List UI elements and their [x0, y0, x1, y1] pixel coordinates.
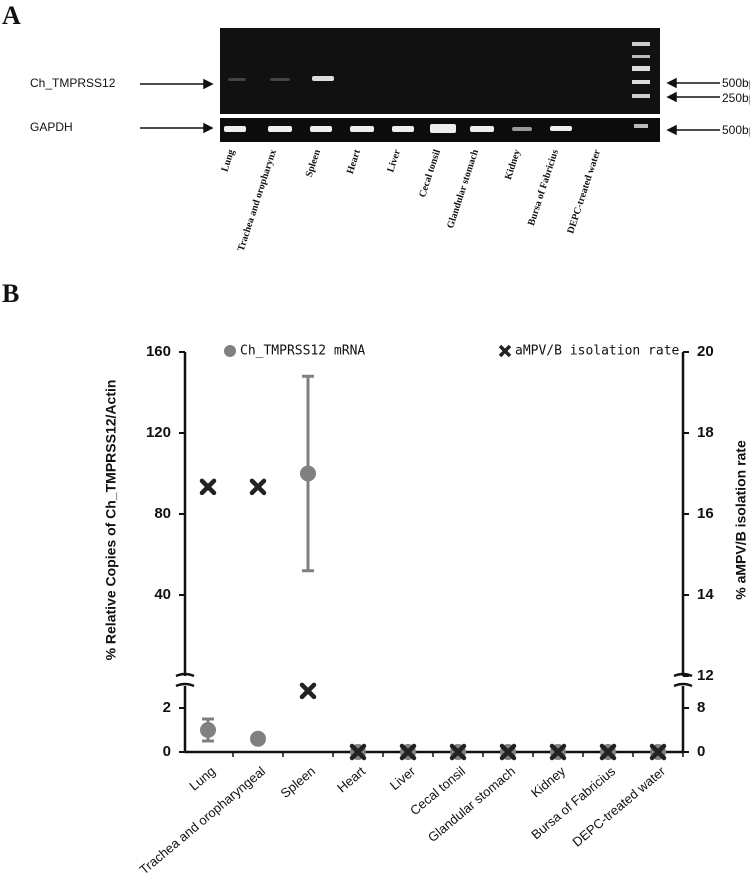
y2-tick-label: 20: [697, 343, 714, 360]
control-label: GAPDH: [30, 120, 73, 134]
x-marker: [499, 743, 517, 761]
y2-tick-label: 8: [697, 699, 705, 716]
lane-label: Glandular stomach: [445, 148, 481, 230]
x-marker: [399, 743, 417, 761]
control-bands: [224, 124, 648, 133]
arrows: [140, 77, 720, 136]
y2-tick-label: 12: [697, 667, 714, 684]
size-label: 500bp: [722, 76, 750, 90]
x-marker: [299, 682, 317, 700]
ladder: [632, 94, 650, 98]
legend-label: Ch_TMPRSS12 mRNA: [240, 344, 365, 359]
y-tick-label: 80: [154, 505, 171, 522]
y-tick-label: 120: [146, 424, 171, 441]
gene-label: Ch_TMPRSS12: [30, 76, 116, 90]
size-label: 500bp: [722, 123, 750, 137]
lane-label: Heart: [345, 148, 363, 176]
y-tick-label: 40: [154, 586, 171, 603]
x-tick-label: Kidney: [528, 763, 568, 800]
x-marker: [349, 743, 367, 761]
x-marker: [199, 478, 217, 496]
band: [312, 76, 334, 81]
x-tick-label: DEPC-treated water: [569, 763, 668, 850]
ladder: [632, 42, 650, 46]
x-tick-label: Spleen: [277, 763, 318, 801]
x-tick-label: Heart: [334, 763, 368, 795]
x-tick-label: Glandular stomach: [425, 763, 518, 845]
dot: [300, 465, 316, 482]
lane-label: Kidney: [503, 148, 523, 181]
dot: [200, 722, 216, 738]
size-label: 250bp: [722, 91, 750, 105]
lane-label: Lung: [220, 148, 238, 173]
band: [270, 78, 290, 81]
x-marker: [599, 743, 617, 761]
ladder: [632, 66, 650, 71]
gel-top: [220, 28, 660, 114]
x-tick-label: Bursa of Fabricius: [528, 763, 618, 842]
ladder: [632, 80, 650, 84]
axis-breaks: [175, 672, 693, 688]
legend-marker: [224, 345, 236, 357]
y-tick-label: 0: [163, 743, 171, 760]
x-marker: [649, 743, 667, 761]
y2-tick-label: 14: [697, 586, 714, 603]
band: [228, 78, 246, 81]
y-tick-label: 2: [163, 699, 171, 716]
lane-label: Cecal tonsil: [417, 148, 443, 199]
ladder: [632, 55, 650, 58]
gel: [220, 28, 660, 142]
y2-tick-label: 18: [697, 424, 714, 441]
x-marker: [549, 743, 567, 761]
dot: [250, 730, 266, 747]
panel-label: B: [2, 279, 19, 308]
lane-label: Liver: [385, 148, 403, 174]
legend-marker: [498, 344, 512, 358]
legend-label: aMPV/B isolation rate: [515, 344, 680, 359]
lane-label: DEPC-treated water: [565, 148, 603, 235]
x-marker: [249, 478, 267, 496]
x-tick-label: Liver: [387, 763, 419, 793]
lane-label: Trachea and oropharynx: [236, 148, 279, 253]
y-tick-label: 160: [146, 343, 171, 360]
lane-label: Bursa of Fabricius: [526, 148, 561, 227]
lane-label: Spleen: [304, 148, 323, 179]
panel-label: A: [2, 1, 21, 30]
y2-axis-title: % aMPV/B isolation rate: [733, 440, 749, 600]
x-marker: [449, 743, 467, 761]
y-axis-title: % Relative Copies of Ch_TMPRSS12/Actin: [103, 380, 119, 661]
x-tick-label: Lung: [186, 763, 218, 793]
y2-tick-label: 16: [697, 505, 714, 522]
y2-tick-label: 0: [697, 743, 705, 760]
